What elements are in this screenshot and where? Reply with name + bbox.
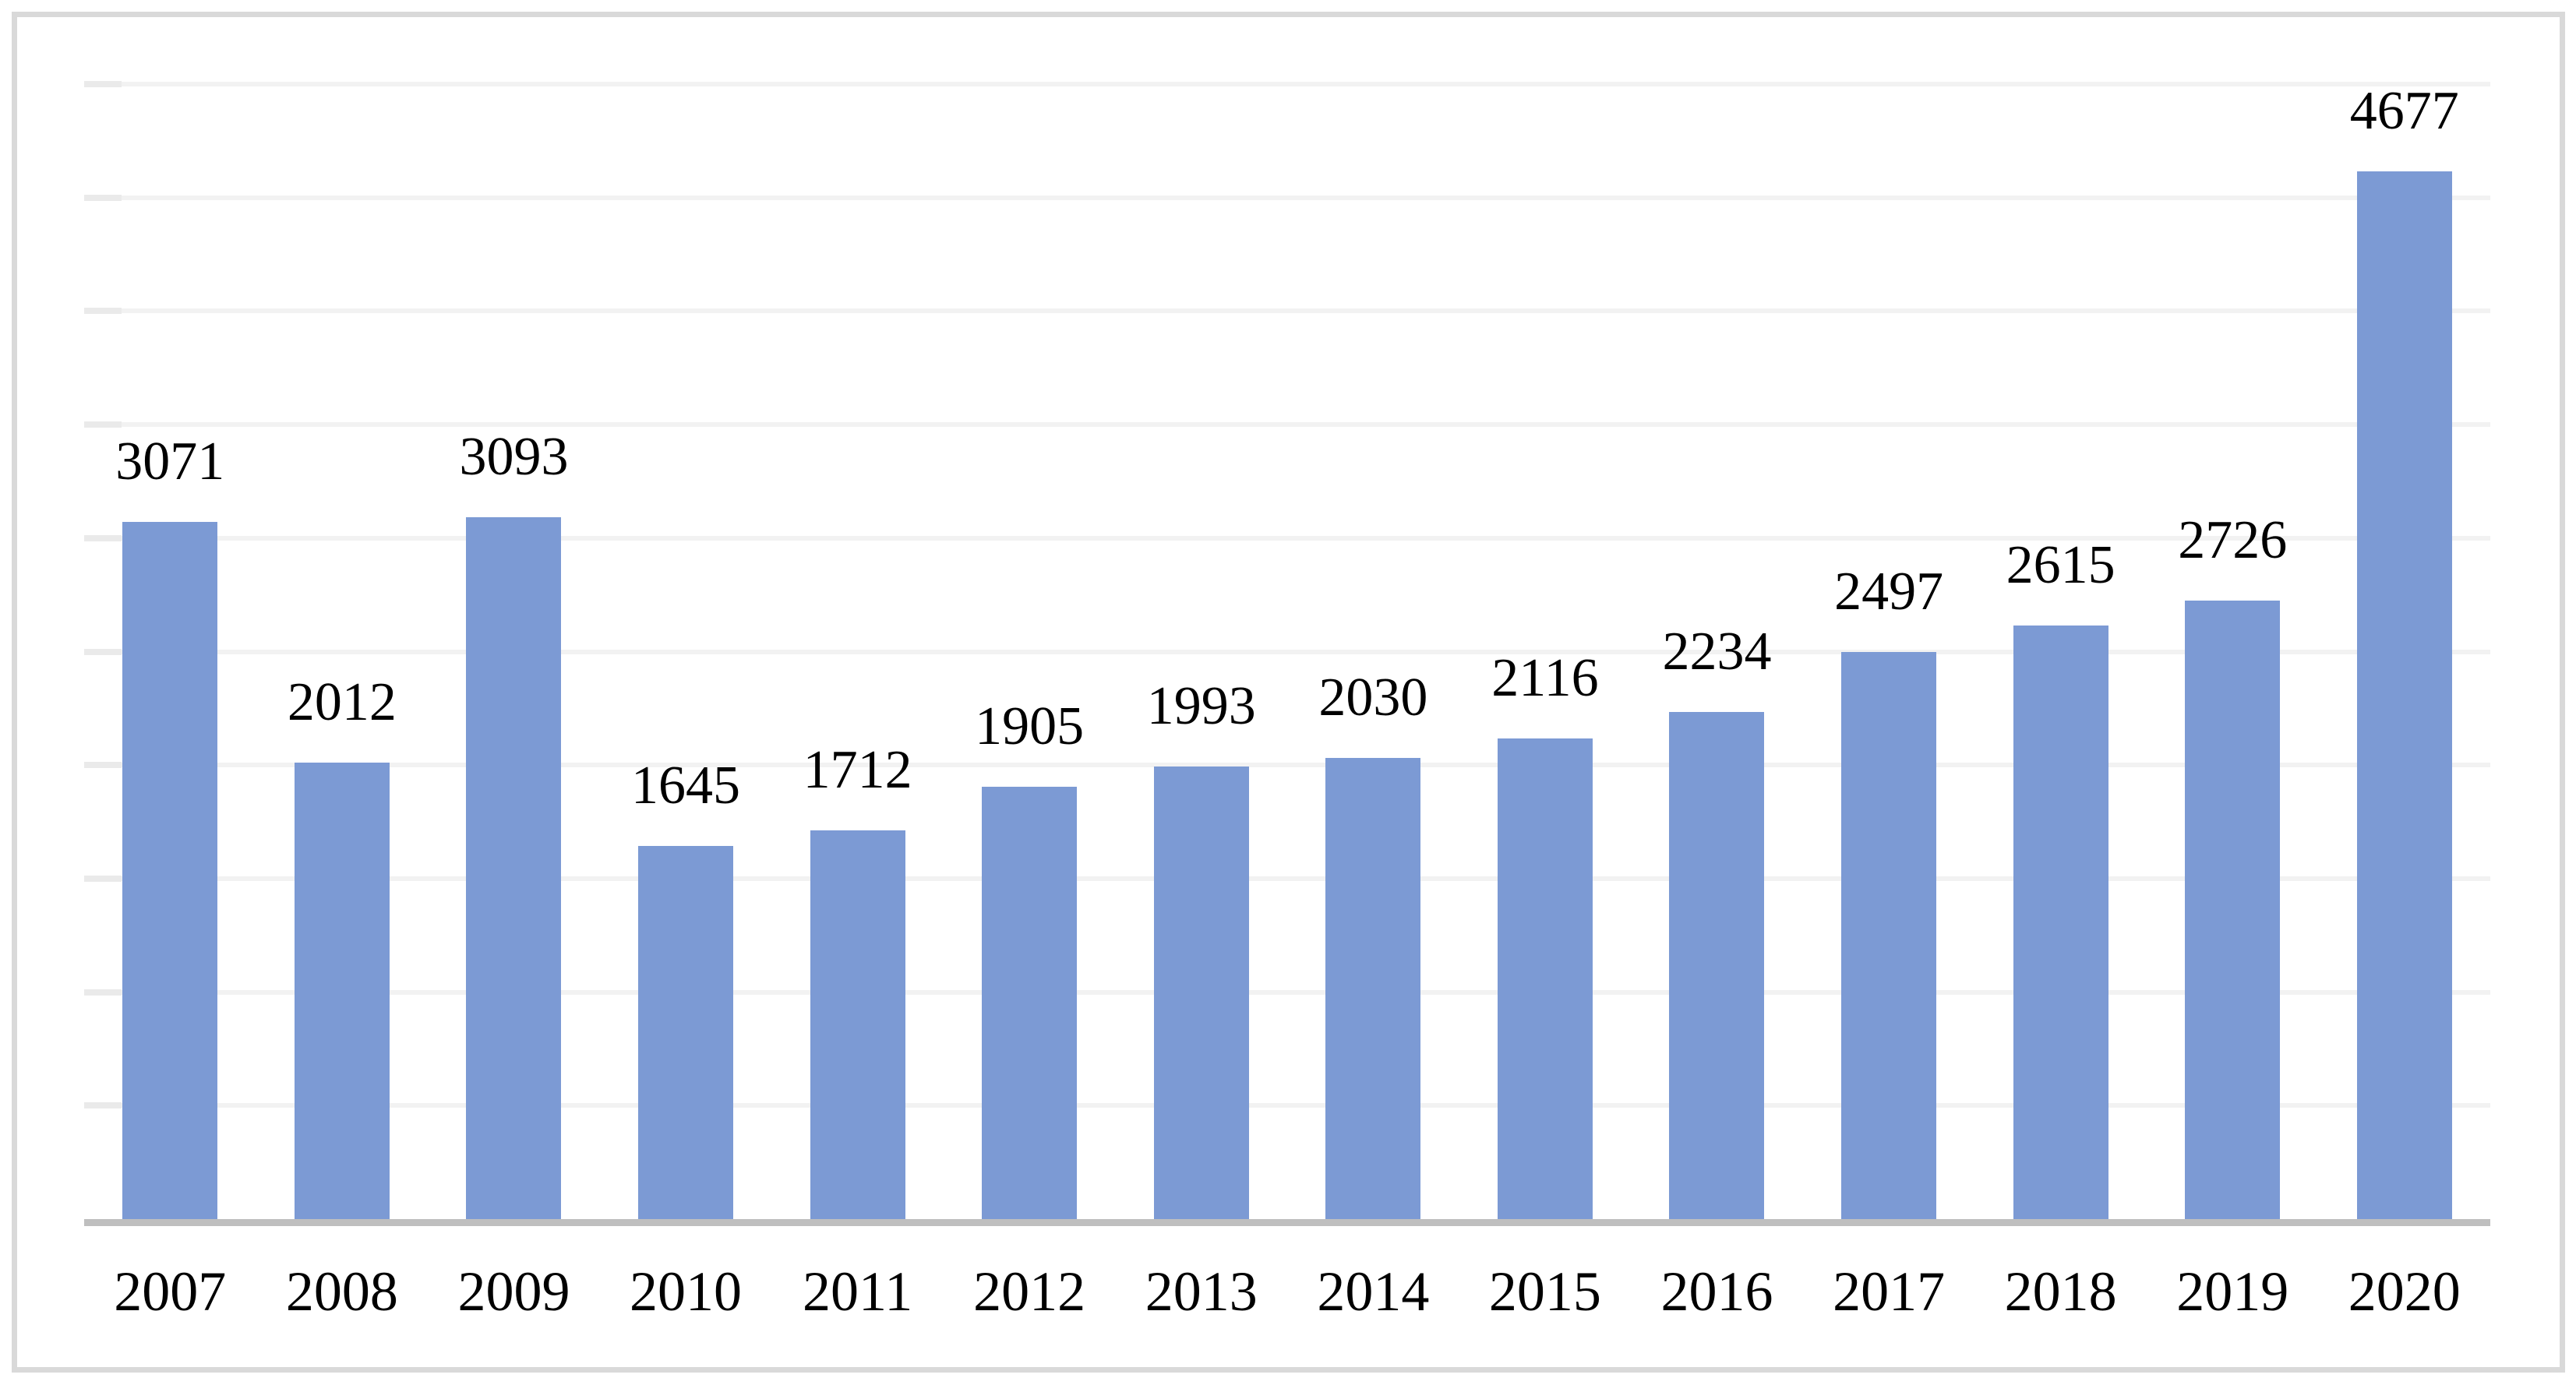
- year-label: 2008: [285, 1260, 398, 1323]
- bar-column-2019: 2726: [2147, 84, 2319, 1219]
- x-axis-line: [84, 1219, 2490, 1226]
- plot-area: 3071 2012 3093 1645 1712 1905 1993 2030 2116 2234…: [84, 81, 2490, 1219]
- bar-value-label: 2726: [2178, 509, 2288, 570]
- bar-column-2014: 2030: [1287, 84, 1459, 1219]
- gridline-500: [84, 1102, 2490, 1109]
- bars-row: 3071 2012 3093 1645 1712 1905 1993 2030 2116 2234…: [84, 84, 2490, 1219]
- year-label: 2015: [1488, 1260, 1601, 1323]
- bar: [122, 522, 218, 1219]
- bar: [466, 516, 562, 1219]
- bar: [1841, 652, 1937, 1219]
- gridline-3000: [84, 534, 2490, 541]
- year-label: 2010: [630, 1260, 743, 1323]
- bar-column-2016: 2234: [1631, 84, 1803, 1219]
- bar-column-2007: 3071: [84, 84, 256, 1219]
- year-label: 2016: [1660, 1260, 1773, 1323]
- bar-column-2010: 1645: [600, 84, 772, 1219]
- year-label: 2020: [2348, 1260, 2461, 1323]
- bar-value-label: 2012: [287, 671, 397, 732]
- figure-border-frame: [12, 12, 2565, 1373]
- gridline-2500: [84, 648, 2490, 655]
- bar-value-label: 2615: [2006, 535, 2115, 595]
- bar: [2356, 171, 2452, 1219]
- bar-column-2018: 2615: [1974, 84, 2147, 1219]
- year-label: 2013: [1145, 1260, 1258, 1323]
- gridline-4000: [84, 308, 2490, 315]
- bar: [2185, 600, 2281, 1219]
- bar-value-label: 1905: [975, 696, 1085, 756]
- gridline-1500: [84, 875, 2490, 882]
- year-label: 2014: [1317, 1260, 1430, 1323]
- bar-value-label: 2116: [1491, 648, 1599, 709]
- gridline-3500: [84, 421, 2490, 428]
- bar-value-label: 1712: [803, 740, 912, 801]
- bar-value-label: 3093: [459, 426, 569, 487]
- year-label: 2011: [802, 1260, 913, 1323]
- gridline-4500: [84, 194, 2490, 201]
- year-label: 2017: [1833, 1260, 1946, 1323]
- bar-value-label: 2497: [1834, 562, 1944, 622]
- bar: [1497, 738, 1593, 1219]
- bar-column-2012: 1905: [944, 84, 1116, 1219]
- gridline-2000: [84, 762, 2490, 769]
- year-label: 2009: [457, 1260, 570, 1323]
- gridlines-layer: [84, 81, 2490, 1219]
- bar-value-label: 3071: [115, 432, 225, 492]
- bar: [2013, 626, 2108, 1219]
- bar-value-label: 1645: [631, 755, 741, 816]
- gridline-1000: [84, 989, 2490, 996]
- bar-column-2013: 1993: [1115, 84, 1287, 1219]
- gridline-5000: [84, 81, 2490, 87]
- bar: [982, 786, 1078, 1219]
- bar-value-label: 1993: [1146, 676, 1256, 737]
- bar-value-label: 2234: [1662, 622, 1772, 682]
- bar: [638, 845, 734, 1219]
- bar: [294, 762, 390, 1219]
- bar-column-2011: 1712: [771, 84, 944, 1219]
- bar-value-label: 2030: [1318, 668, 1428, 728]
- bar: [1153, 767, 1249, 1219]
- year-label: 2019: [2176, 1260, 2289, 1323]
- year-label: 2018: [2004, 1260, 2117, 1323]
- bar: [810, 830, 905, 1219]
- bar-column-2017: 2497: [1803, 84, 1975, 1219]
- bar-column-2009: 3093: [428, 84, 600, 1219]
- bar-column-2015: 2116: [1459, 84, 1632, 1219]
- bar-column-2020: 4677: [2319, 84, 2491, 1219]
- bar-value-label: 4677: [2349, 81, 2459, 141]
- bar-column-2008: 2012: [256, 84, 429, 1219]
- year-label: 2007: [114, 1260, 227, 1323]
- bar: [1325, 758, 1421, 1219]
- year-axis-row: 2007 2008 2009 2010 2011 2012 2013 2014 2015 2016…: [84, 1263, 2490, 1320]
- bar: [1669, 712, 1765, 1219]
- year-label: 2012: [973, 1260, 1086, 1323]
